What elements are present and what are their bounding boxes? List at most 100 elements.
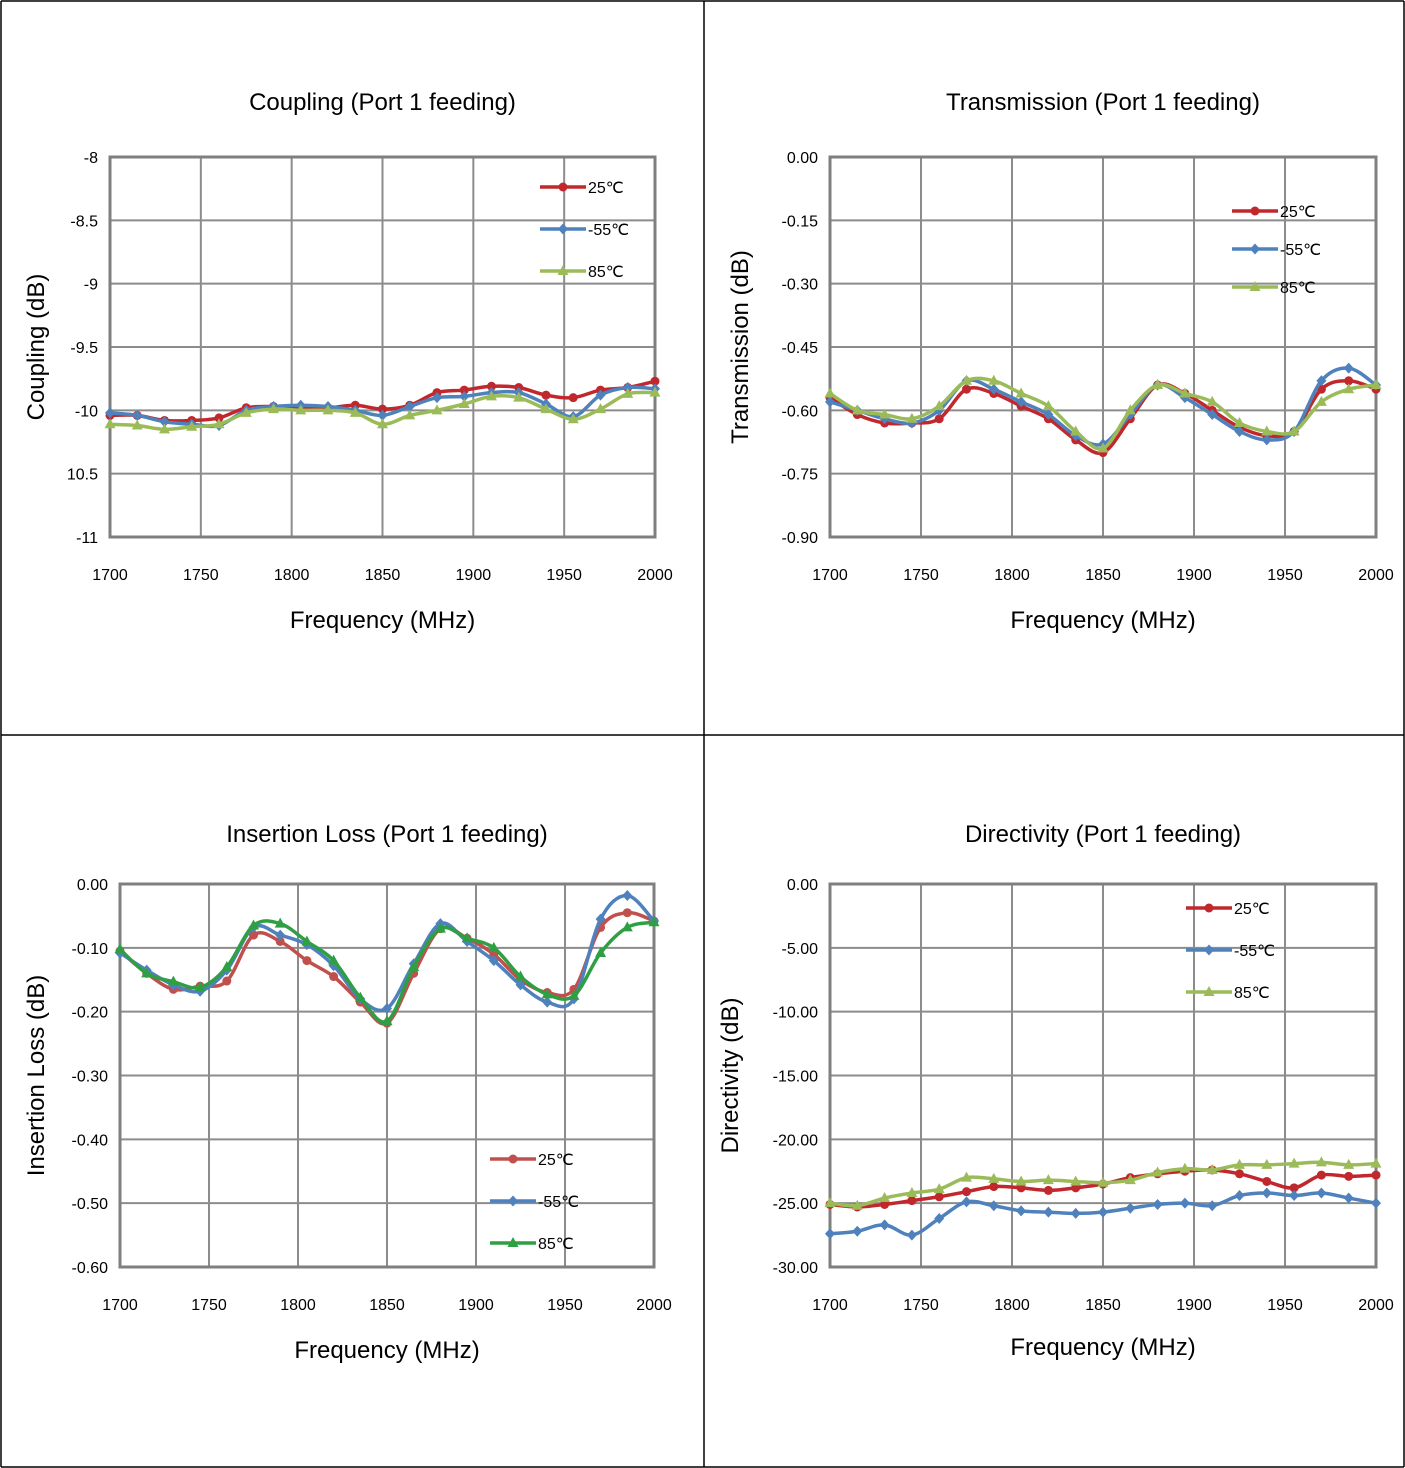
y-tick-label: -0.45	[782, 340, 819, 357]
chart-title: Insertion Loss (Port 1 feeding)	[226, 821, 548, 848]
y-tick-label: -10	[75, 403, 98, 420]
data-point	[1070, 1175, 1082, 1186]
x-axis-label: Frequency (MHz)	[294, 1337, 479, 1364]
data-point	[541, 390, 551, 400]
data-point	[1316, 1170, 1326, 1180]
data-point	[851, 1199, 863, 1210]
data-point	[880, 1199, 890, 1209]
x-tick-label: 1750	[903, 1297, 939, 1314]
data-point	[104, 418, 116, 429]
legend-label: -55℃	[588, 222, 629, 239]
data-point	[295, 404, 307, 415]
data-point	[1234, 1190, 1245, 1202]
data-point	[540, 403, 552, 414]
data-point	[1261, 1187, 1272, 1199]
data-point	[458, 398, 470, 408]
x-tick-label: 1700	[812, 1297, 848, 1314]
data-point	[595, 389, 606, 401]
data-point	[408, 960, 420, 971]
y-axis-label: Directivity (dB)	[717, 997, 744, 1153]
data-point	[1234, 417, 1245, 427]
legend-marker	[1204, 903, 1214, 913]
data-point	[989, 1182, 999, 1192]
data-point	[852, 1225, 863, 1237]
y-axis-label: Coupling (dB)	[23, 274, 50, 421]
data-point	[381, 1015, 393, 1026]
data-point	[301, 935, 313, 946]
y-tick-label: -0.60	[782, 403, 819, 420]
data-point	[159, 416, 170, 428]
y-tick-label: -11	[76, 530, 98, 547]
legend-marker	[507, 1237, 519, 1247]
data-point	[222, 976, 232, 986]
y-tick-label: -9.5	[70, 340, 98, 357]
y-tick-label: -10.00	[773, 1005, 818, 1022]
data-point	[1343, 1192, 1354, 1204]
x-tick-label: 2000	[637, 567, 673, 584]
data-point	[1289, 1183, 1299, 1193]
legend: 25℃ -55℃ 85℃	[540, 180, 629, 281]
data-point	[1042, 1174, 1054, 1185]
data-point	[988, 1172, 1000, 1183]
data-point	[214, 413, 224, 423]
data-point	[933, 400, 945, 411]
data-point	[486, 390, 497, 401]
y-tick-label: -20.00	[773, 1132, 818, 1149]
data-point	[1234, 1158, 1245, 1169]
data-point	[1179, 1197, 1190, 1209]
legend: 25℃ -55℃ 85℃	[1232, 204, 1321, 297]
series-3	[104, 386, 661, 434]
y-tick-label: -8	[84, 150, 98, 167]
data-point	[1206, 1163, 1218, 1174]
legend: 25℃ -55℃ 85℃	[490, 1152, 579, 1253]
chart-1: 1700 1750 1800 1850 1900 1950 2000 -8 -8.5 -9 -9.5…	[23, 89, 673, 634]
data-point	[1070, 1207, 1081, 1219]
x-axis-label: Frequency (MHz)	[1010, 1334, 1195, 1361]
data-point	[649, 386, 661, 397]
data-point	[648, 916, 660, 927]
y-tick-label: -0.50	[72, 1196, 109, 1213]
y-tick-label: -30.00	[773, 1260, 818, 1277]
data-point	[595, 946, 607, 957]
y-tick-label: 0.00	[77, 877, 108, 894]
legend-label: 85℃	[1234, 985, 1270, 1002]
x-axis-label: Frequency (MHz)	[1010, 607, 1195, 634]
data-point	[1098, 1206, 1108, 1218]
y-tick-label: -0.20	[72, 1005, 109, 1022]
data-point	[132, 409, 143, 421]
data-point	[377, 418, 388, 429]
data-point	[595, 913, 606, 925]
chart-title: Transmission (Port 1 feeding)	[946, 89, 1260, 116]
data-point	[1316, 1187, 1327, 1199]
x-tick-label: 1950	[1267, 1297, 1303, 1314]
data-point	[622, 889, 633, 901]
data-point	[1234, 425, 1245, 437]
data-point	[434, 922, 446, 933]
y-tick-label: 0.00	[787, 150, 818, 167]
x-tick-label: 1800	[280, 1297, 316, 1314]
data-point	[1207, 1200, 1218, 1212]
legend-marker	[1249, 281, 1261, 291]
data-point	[825, 1228, 835, 1240]
data-point	[934, 1212, 945, 1224]
y-tick-label: -25.00	[773, 1196, 818, 1213]
x-tick-label: 1900	[1176, 1297, 1212, 1314]
data-point	[378, 404, 387, 414]
y-tick-label: -0.90	[782, 530, 819, 547]
data-point	[322, 404, 334, 415]
legend-marker	[557, 265, 569, 275]
data-point	[1016, 396, 1027, 408]
chart-title: Coupling (Port 1 feeding)	[249, 89, 516, 116]
data-point	[377, 409, 388, 421]
x-tick-label: 1850	[369, 1297, 405, 1314]
y-axis-label: Insertion Loss (dB)	[23, 975, 50, 1176]
data-point	[622, 387, 634, 398]
data-point	[1152, 1198, 1163, 1210]
data-point	[515, 970, 526, 981]
data-point	[487, 381, 496, 391]
x-tick-label: 1700	[92, 567, 128, 584]
legend-label: 85℃	[1280, 280, 1316, 297]
data-point	[432, 392, 442, 404]
data-point	[268, 403, 279, 414]
x-tick-label: 1700	[102, 1297, 138, 1314]
